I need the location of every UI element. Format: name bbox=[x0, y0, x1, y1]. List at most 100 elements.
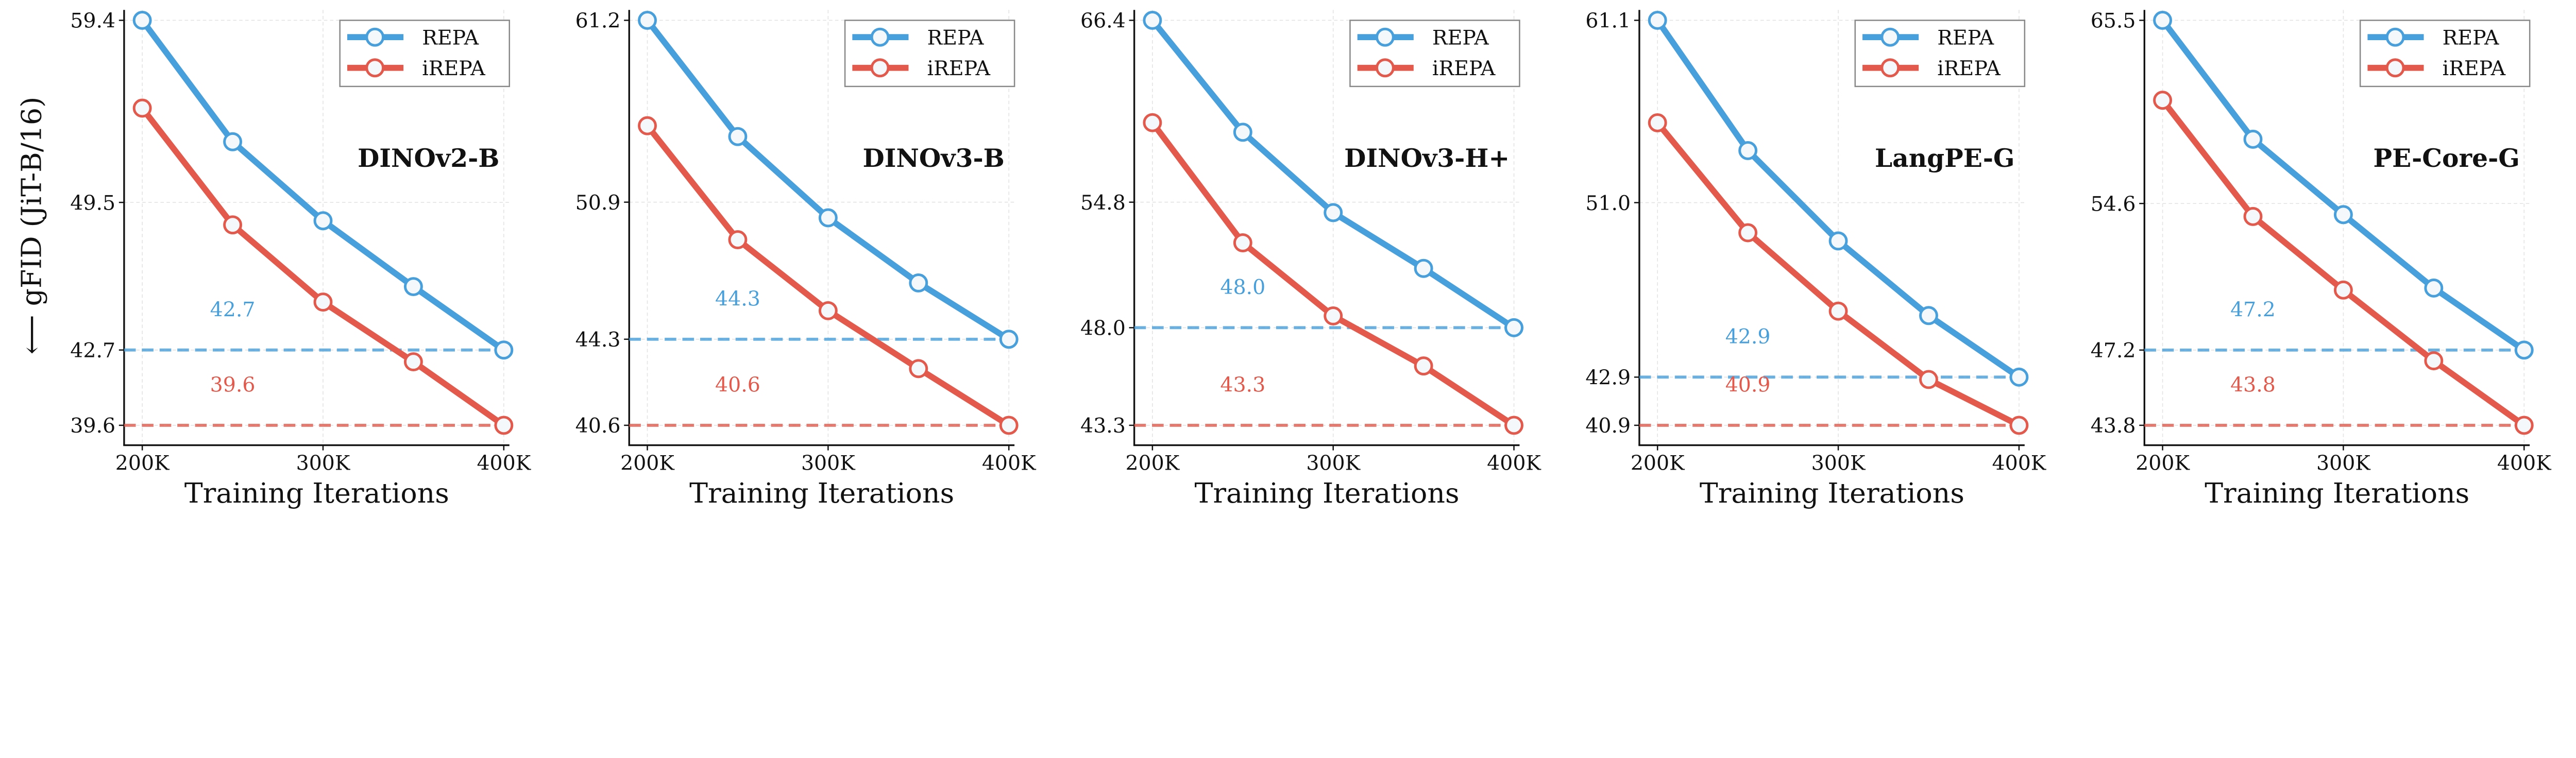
data-point-irepa bbox=[638, 116, 657, 135]
legend: REPA iREPA bbox=[339, 20, 511, 88]
x-tick-label: 300K bbox=[2316, 451, 2371, 475]
data-point-irepa bbox=[2243, 206, 2263, 226]
reference-label-irepa: 43.3 bbox=[1220, 373, 1265, 397]
data-point-irepa bbox=[1828, 301, 1848, 321]
y-tick-label: 39.6 bbox=[70, 414, 115, 438]
y-axis-label: ⟵ gFID (JiT-B/16) bbox=[15, 97, 48, 355]
data-point-repa bbox=[494, 340, 514, 360]
x-tick-label: 200K bbox=[1125, 451, 1180, 475]
x-axis-label: Training Iterations bbox=[1195, 477, 1460, 509]
panel-title: DINOv2-B bbox=[358, 144, 499, 173]
data-point-irepa bbox=[1233, 233, 1252, 252]
data-point-irepa bbox=[494, 416, 514, 435]
legend-label-repa: REPA bbox=[422, 26, 479, 49]
figure: 200K 300K 400K 39.6 42.7 49.5 59.4 42.7 39.6 DINO… bbox=[15, 9, 2552, 509]
x-axis-label: Training Iterations bbox=[1700, 477, 1964, 509]
data-point-irepa bbox=[1648, 113, 1667, 132]
x-tick-label: 200K bbox=[2136, 451, 2190, 475]
legend: REPA iREPA bbox=[844, 20, 1015, 88]
data-point-repa bbox=[909, 273, 928, 292]
data-point-repa bbox=[1648, 10, 1667, 30]
data-point-repa bbox=[2424, 278, 2444, 298]
data-point-irepa bbox=[2153, 91, 2173, 110]
data-point-irepa bbox=[1738, 223, 1758, 243]
panel-title: DINOv3-B bbox=[862, 144, 1004, 173]
legend: REPA iREPA bbox=[1854, 20, 2026, 88]
x-axis-label: Training Iterations bbox=[2205, 477, 2469, 509]
legend-marker-irepa bbox=[870, 58, 890, 78]
y-tick-label: 48.0 bbox=[1080, 317, 1126, 340]
legend-marker-repa bbox=[1375, 27, 1395, 47]
y-tick-label: 49.5 bbox=[70, 191, 115, 215]
legend-label-repa: REPA bbox=[2443, 26, 2499, 49]
legend-label-irepa: iREPA bbox=[1937, 57, 2001, 80]
legend-label-repa: REPA bbox=[927, 26, 984, 49]
data-point-repa bbox=[2514, 340, 2534, 360]
panel-1: 200K 300K 400K 40.6 44.3 50.9 61.2 44.3 40.6 DINO… bbox=[575, 9, 1037, 509]
data-point-repa bbox=[1828, 231, 1848, 251]
y-tick-label: 51.0 bbox=[1585, 192, 1631, 215]
data-point-irepa bbox=[1324, 306, 1343, 325]
data-point-repa bbox=[1233, 123, 1252, 142]
y-tick-label: 61.2 bbox=[575, 9, 621, 33]
data-point-repa bbox=[2333, 205, 2353, 225]
data-point-repa bbox=[1414, 259, 1433, 278]
y-tick-label: 43.8 bbox=[2091, 414, 2136, 438]
data-point-irepa bbox=[2009, 416, 2029, 435]
x-tick-label: 300K bbox=[296, 451, 351, 475]
panel-2: 200K 300K 400K 43.3 48.0 54.8 66.4 48.0 43.3 DINO… bbox=[1080, 9, 1541, 509]
x-tick-label: 400K bbox=[2497, 451, 2552, 475]
y-tick-label: 59.4 bbox=[70, 9, 115, 33]
reference-label-repa: 48.0 bbox=[1220, 275, 1265, 299]
panel-title: PE-Core-G bbox=[2373, 144, 2519, 173]
data-point-irepa bbox=[909, 359, 928, 378]
data-point-repa bbox=[2243, 129, 2263, 149]
reference-label-irepa: 39.6 bbox=[210, 373, 256, 397]
data-point-irepa bbox=[1504, 416, 1524, 435]
data-point-irepa bbox=[2424, 351, 2444, 371]
data-point-irepa bbox=[1919, 370, 1938, 389]
data-point-repa bbox=[2153, 10, 2173, 30]
data-point-repa bbox=[1143, 10, 1162, 30]
data-point-irepa bbox=[818, 301, 838, 320]
legend-label-irepa: iREPA bbox=[1432, 57, 1496, 80]
x-tick-label: 300K bbox=[1811, 451, 1866, 475]
y-tick-label: 65.5 bbox=[2091, 9, 2136, 33]
data-point-irepa bbox=[1414, 356, 1433, 376]
data-point-repa bbox=[313, 211, 333, 231]
y-tick-label: 40.9 bbox=[1585, 414, 1631, 438]
data-point-repa bbox=[1504, 318, 1524, 337]
data-point-repa bbox=[728, 127, 748, 146]
reference-label-repa: 42.9 bbox=[1725, 325, 1771, 349]
x-axis-label: Training Iterations bbox=[184, 477, 449, 509]
data-point-irepa bbox=[223, 215, 243, 235]
data-point-repa bbox=[1324, 203, 1343, 222]
y-tick-label: 54.6 bbox=[2091, 192, 2136, 216]
x-tick-label: 400K bbox=[477, 451, 531, 475]
legend-marker-irepa bbox=[2385, 58, 2405, 78]
data-point-repa bbox=[223, 132, 243, 151]
data-point-irepa bbox=[2514, 416, 2534, 435]
legend: REPA iREPA bbox=[2359, 20, 2531, 88]
legend-marker-irepa bbox=[1880, 58, 1900, 78]
x-tick-label: 200K bbox=[620, 451, 675, 475]
y-tick-label: 50.9 bbox=[575, 191, 621, 215]
y-tick-label: 66.4 bbox=[1080, 9, 1126, 33]
legend-label-repa: REPA bbox=[1432, 26, 1489, 49]
data-point-irepa bbox=[132, 98, 152, 118]
x-tick-label: 400K bbox=[982, 451, 1037, 475]
y-tick-label: 40.6 bbox=[575, 414, 621, 438]
legend-marker-irepa bbox=[1375, 58, 1395, 78]
x-tick-label: 200K bbox=[115, 451, 170, 475]
legend-label-irepa: iREPA bbox=[422, 57, 485, 80]
data-point-irepa bbox=[313, 292, 333, 312]
y-tick-label: 42.9 bbox=[1585, 366, 1631, 390]
reference-label-repa: 44.3 bbox=[715, 287, 760, 311]
data-point-irepa bbox=[1143, 113, 1162, 132]
legend: REPA iREPA bbox=[1349, 20, 1520, 88]
x-tick-label: 300K bbox=[1306, 451, 1361, 475]
data-point-repa bbox=[818, 208, 838, 228]
data-point-irepa bbox=[999, 416, 1019, 435]
legend-marker-repa bbox=[1880, 27, 1900, 47]
y-tick-label: 54.8 bbox=[1080, 191, 1126, 215]
